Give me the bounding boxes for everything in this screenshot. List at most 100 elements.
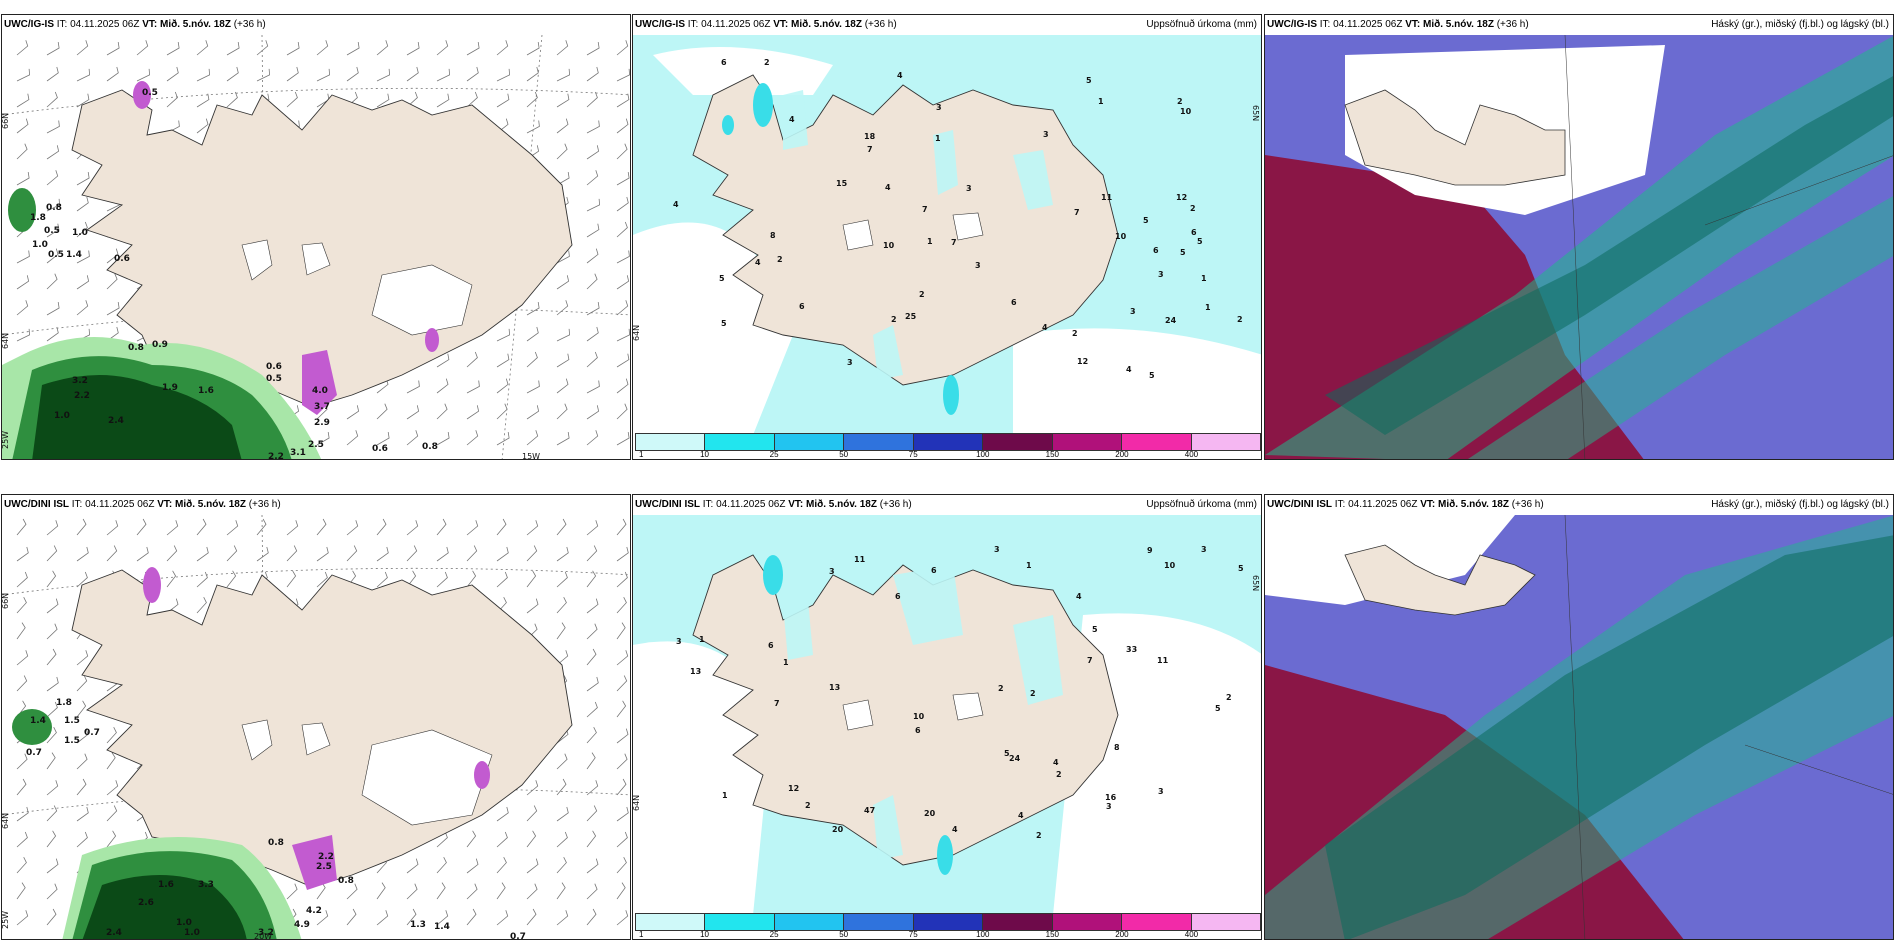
precip-value-label: 3 (994, 545, 1000, 554)
wind-barb-icon (436, 882, 446, 900)
panel-igis-precip: UWC/IG-IS IT: 04.11.2025 06Z VT: Mið. 5.… (632, 14, 1262, 460)
wind-barb-icon (76, 40, 89, 56)
wind-barb-icon (466, 545, 478, 562)
wind-barb-icon (406, 858, 419, 874)
wind-barb-icon (346, 883, 358, 900)
wind-barb-icon (376, 93, 390, 108)
lat-label-64n: 64N (2, 333, 10, 349)
wind-barb-icon (106, 248, 119, 264)
wind-barb-icon (376, 518, 387, 536)
wind-barb-icon (556, 622, 566, 640)
wind-barb-icon (496, 432, 510, 446)
precip-value-label: 24 (1165, 316, 1177, 325)
wind-barb-icon (406, 883, 418, 900)
wind-barb-icon (556, 806, 569, 822)
wind-barb-icon (46, 223, 60, 238)
precip-value-label: 4 (755, 258, 761, 267)
panel-header: UWC/IG-IS IT: 04.11.2025 06Z VT: Mið. 5.… (2, 15, 630, 35)
wind-barb-icon (76, 675, 88, 692)
panel-title: Háský (gr.), miðský (fj.bl.) og lágský (… (1711, 19, 1889, 30)
wind-barb-icon (556, 753, 568, 770)
wind-barb-icon (76, 778, 87, 796)
wind-barb-icon (346, 42, 360, 56)
wind-barb-icon (316, 432, 330, 446)
wind-barb-icon (436, 68, 451, 82)
wind-barb-icon (106, 302, 120, 316)
wind-barb-icon (556, 40, 569, 56)
precip-value-label: 1 (1205, 303, 1211, 312)
lat-label-64n: 64N (633, 795, 641, 811)
wind-barb-icon (466, 42, 480, 56)
wind-barb-icon (76, 221, 88, 238)
wind-barb-icon (106, 66, 119, 82)
value-label: 2.2 (74, 391, 90, 401)
wind-barb-icon (616, 403, 628, 420)
colorbar-swatch (774, 434, 845, 450)
wind-barb-icon (496, 518, 507, 536)
precip-value-label: 1 (1026, 561, 1032, 570)
precip-value-label: 5 (1149, 371, 1155, 380)
init-time: IT: 04.11.2025 06Z (1319, 19, 1403, 30)
precip-value-label: 4 (1053, 758, 1059, 767)
precip-value-label: 2 (891, 315, 897, 324)
wind-barb-icon (436, 831, 448, 848)
wind-barb-icon (106, 727, 117, 744)
wind-barb-icon (376, 546, 389, 562)
precip-value-label: 10 (913, 712, 925, 721)
wind-barb-icon (46, 120, 60, 134)
value-labels: 0.5 0.8 1.8 0.5 1.0 1.0 0.5 1.4 0.6 0.8 … (30, 88, 438, 459)
precip-value-label: 7 (867, 145, 873, 154)
wind-barb-icon (46, 780, 59, 796)
colorbar-swatch (844, 914, 914, 930)
wind-barb-icon (436, 93, 450, 108)
wind-barb-icon (556, 518, 567, 536)
wind-barb-icon (286, 91, 298, 108)
wind-barb-icon (586, 120, 600, 134)
precip-value-label: 3 (676, 637, 682, 646)
precip-value-label: 1 (927, 237, 933, 246)
wind-barb-icon (586, 170, 599, 186)
init-time: IT: 04.11.2025 06Z (702, 499, 786, 510)
value-label: 1.4 (434, 922, 450, 932)
iceland-land (1344, 89, 1566, 186)
precip-value-label: 20 (832, 825, 844, 834)
wind-barb-icon (316, 68, 331, 82)
wind-barb-icon (616, 910, 629, 926)
wind-barb-icon (316, 571, 328, 588)
wind-barb-icon (46, 326, 59, 342)
wind-barb-icon (406, 66, 419, 82)
wind-barb-icon (76, 728, 89, 744)
colorbar-tick-label: 100 (976, 930, 990, 939)
wind-barb-icon (46, 145, 60, 160)
wind-barb-icon (76, 275, 90, 290)
panel-title: Uppsöfnuð úrkoma (mm) (1146, 19, 1257, 30)
precip-value-label: 11 (854, 555, 866, 564)
precip-value-label: 13 (829, 683, 840, 692)
wind-barb-icon (616, 68, 630, 82)
precip-value-label: 3 (975, 261, 981, 270)
colorbar-tick-label: 75 (908, 930, 918, 939)
wind-barb-icon (76, 831, 88, 848)
value-label: 3.2 (258, 928, 274, 938)
wind-barb-icon (106, 42, 120, 56)
precip-value-label: 2 (1030, 689, 1036, 698)
wind-barb-icon (526, 351, 538, 368)
wind-barb-icon (46, 91, 58, 108)
wind-barb-icon (346, 66, 359, 82)
valid-time: VT: Mið. 5.nóv. 18Z (788, 499, 877, 510)
wind-barb-icon (346, 545, 358, 562)
precip-value-label: 4 (885, 183, 891, 192)
wind-barb-icon (286, 42, 300, 56)
precip-value-label: 2 (1036, 831, 1042, 840)
valid-time: VT: Mið. 5.nóv. 18Z (142, 19, 231, 30)
value-label: 0.8 (128, 343, 144, 353)
wind-barb-icon (556, 546, 569, 562)
precip-value-label: 24 (1009, 754, 1021, 763)
wind-barb-icon (526, 908, 537, 926)
wind-barb-icon (586, 42, 600, 56)
wind-barb-icon (526, 120, 540, 134)
wind-barb-icon (556, 328, 571, 342)
wind-barb-icon (406, 430, 419, 446)
wind-barb-icon (286, 883, 298, 900)
value-label: 1.5 (64, 716, 80, 726)
